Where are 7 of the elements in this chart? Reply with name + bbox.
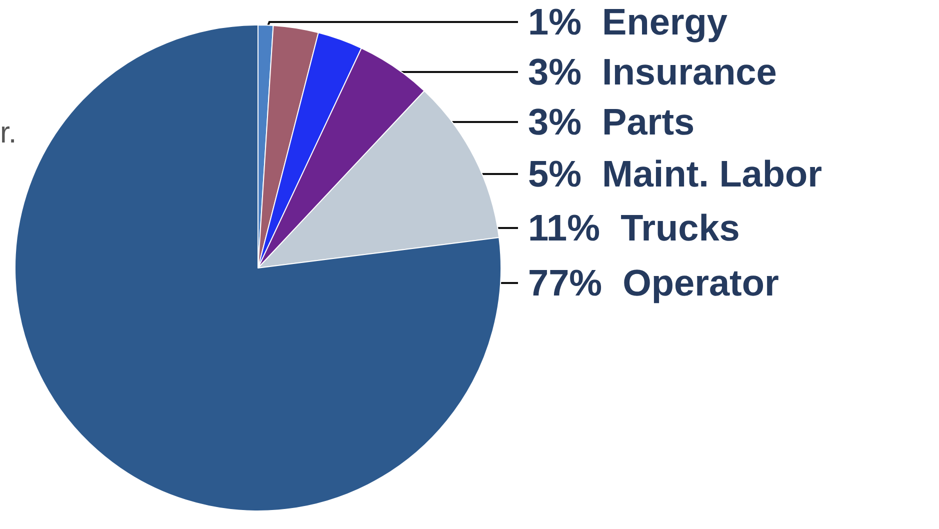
slice-label: 1% Energy bbox=[528, 2, 728, 42]
slice-label: 3% Parts bbox=[528, 102, 695, 142]
text: r. bbox=[0, 116, 17, 150]
slice-label: 77% Operator bbox=[528, 262, 779, 304]
slice-label: 3% Insurance bbox=[528, 52, 777, 92]
slice-label: 11% Trucks bbox=[528, 208, 740, 248]
slice-label: 5% Maint. Labor bbox=[528, 154, 822, 194]
